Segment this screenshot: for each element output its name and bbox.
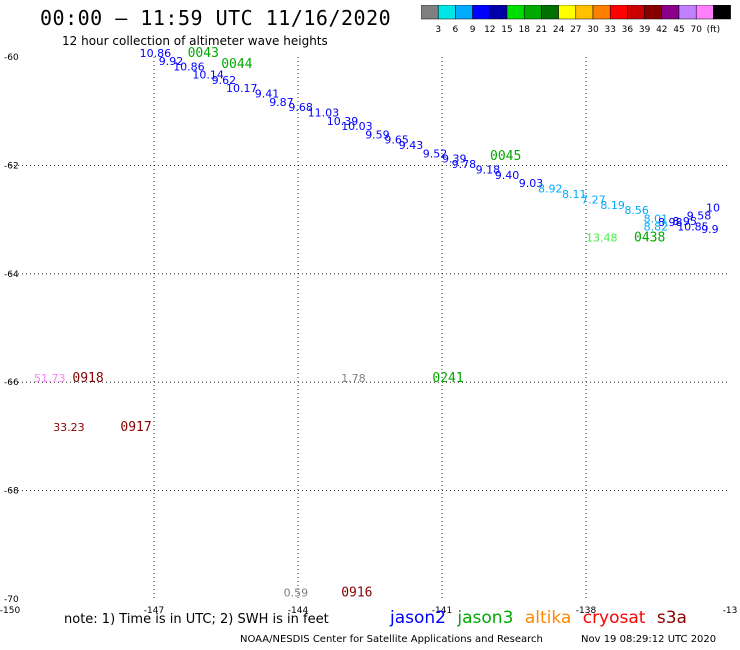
time-label: 0045 — [490, 149, 521, 164]
time-label: 0241 — [432, 371, 463, 386]
swh-value: 8.56 — [624, 204, 649, 217]
swh-value: 9.58 — [687, 210, 712, 223]
swh-value: 9.39 — [442, 153, 467, 166]
swh-value: 7.27 — [581, 193, 606, 206]
x-tick-label: -147 — [144, 606, 164, 616]
x-tick-label: -138 — [576, 606, 597, 616]
colorbar-label: 70 — [690, 25, 702, 35]
swh-value: 9.9 — [701, 223, 719, 236]
swh-value: 33.23 — [53, 421, 84, 434]
colorbar-label: (ft) — [707, 25, 721, 35]
colorbar-label: 3 — [435, 25, 441, 35]
y-tick-label: -66 — [4, 378, 19, 388]
footer-note: note: 1) Time is in UTC; 2) SWH is in fe… — [64, 612, 329, 627]
colorbar-label: 33 — [604, 25, 615, 35]
colorbar-label: 36 — [622, 25, 634, 35]
y-tick-label: -62 — [4, 161, 19, 171]
swh-value: 9.92 — [159, 55, 184, 68]
swh-value: 9.62 — [212, 74, 237, 87]
swh-value: 10.14 — [192, 69, 224, 82]
swh-value: 8.92 — [538, 183, 563, 196]
swh-value: 8.98 — [658, 216, 683, 229]
swh-value: 9.18 — [476, 164, 501, 177]
colorbar-swatch — [713, 5, 731, 20]
legend-cryosat: cryosat — [582, 608, 646, 628]
swh-value: 10.17 — [226, 82, 258, 95]
y-tick-label: -60 — [4, 53, 19, 63]
colorbar-label: 18 — [518, 25, 530, 35]
swh-value: 9.59 — [365, 128, 390, 141]
time-label: 0044 — [221, 57, 252, 72]
swh-value: 10.85 — [677, 220, 709, 233]
swh-value: 9.43 — [399, 139, 424, 152]
swh-value: 51.73 — [34, 372, 66, 385]
swh-value: 8.01 — [644, 212, 669, 225]
colorbar-label: 39 — [639, 25, 651, 35]
colorbar-label: 30 — [587, 25, 599, 35]
swh-value: 9.65 — [384, 134, 409, 147]
swh-value: 10.86 — [140, 47, 172, 60]
swh-value: 10 — [706, 201, 720, 214]
time-label: 0043 — [188, 46, 219, 61]
swh-value: 8.95 — [672, 215, 697, 228]
swh-value: 9.87 — [269, 96, 294, 109]
colorbar-legend: 3 6 9 12 15 18 21 24 27 30 33 36 39 42 45 70 (ft) — [421, 5, 731, 35]
swh-value: 1.78 — [341, 372, 366, 385]
colorbar-label: 12 — [484, 25, 495, 35]
time-label: 0438 — [634, 230, 665, 245]
swh-value: 11.03 — [308, 107, 340, 120]
swh-value: 9.78 — [452, 158, 477, 171]
y-tick-label: -64 — [4, 270, 19, 280]
page-title: 00:00 — 11:59 UTC 11/16/2020 — [40, 6, 392, 30]
legend-altika: altika — [524, 608, 572, 628]
satellite-legend: jason2 jason3 altika cryosat s3a — [390, 608, 693, 628]
y-tick-label: -68 — [4, 487, 19, 497]
swh-value: 8.82 — [644, 220, 669, 233]
colorbar-label: 45 — [673, 25, 684, 35]
swh-value: 13.48 — [586, 231, 618, 244]
swh-value: 8.11 — [562, 188, 587, 201]
swh-value: 9.41 — [255, 88, 279, 101]
x-tick-label: -144 — [288, 606, 309, 616]
x-tick-label: -13 — [723, 606, 738, 616]
colorbar-label: 6 — [453, 25, 459, 35]
time-label: 0916 — [341, 585, 372, 600]
colorbar-label: 42 — [656, 25, 667, 35]
colorbar-label: 9 — [470, 25, 476, 35]
swh-value: 9.68 — [288, 101, 313, 114]
swh-value: 10.39 — [327, 115, 359, 128]
legend-jason3: jason3 — [457, 608, 514, 628]
credit-line: NOAA/NESDIS Center for Satellite Applica… — [240, 634, 543, 645]
legend-jason2: jason2 — [390, 608, 446, 628]
swh-value: 9.40 — [495, 169, 520, 182]
colorbar-label: 15 — [501, 25, 512, 35]
swh-value: 0.59 — [284, 586, 309, 599]
time-label: 0917 — [120, 420, 151, 435]
swh-value: 8.19 — [600, 199, 625, 212]
swh-value: 9.52 — [423, 147, 448, 160]
legend-s3a: s3a — [656, 608, 687, 628]
swh-value: 9.03 — [519, 177, 544, 190]
swh-value: 10.03 — [341, 120, 373, 133]
page-subtitle: 12 hour collection of altimeter wave hei… — [62, 34, 328, 48]
y-tick-label: -70 — [4, 595, 19, 605]
x-tick-label: -141 — [432, 606, 452, 616]
colorbar-label: 27 — [570, 25, 581, 35]
generation-timestamp: Nov 19 08:29:12 UTC 2020 — [581, 634, 717, 645]
colorbar-label: 24 — [553, 25, 565, 35]
colorbar-label: 21 — [536, 25, 547, 35]
x-tick-label: -150 — [0, 606, 20, 616]
time-label: 0918 — [72, 371, 103, 386]
swh-value: 10.86 — [173, 61, 205, 74]
